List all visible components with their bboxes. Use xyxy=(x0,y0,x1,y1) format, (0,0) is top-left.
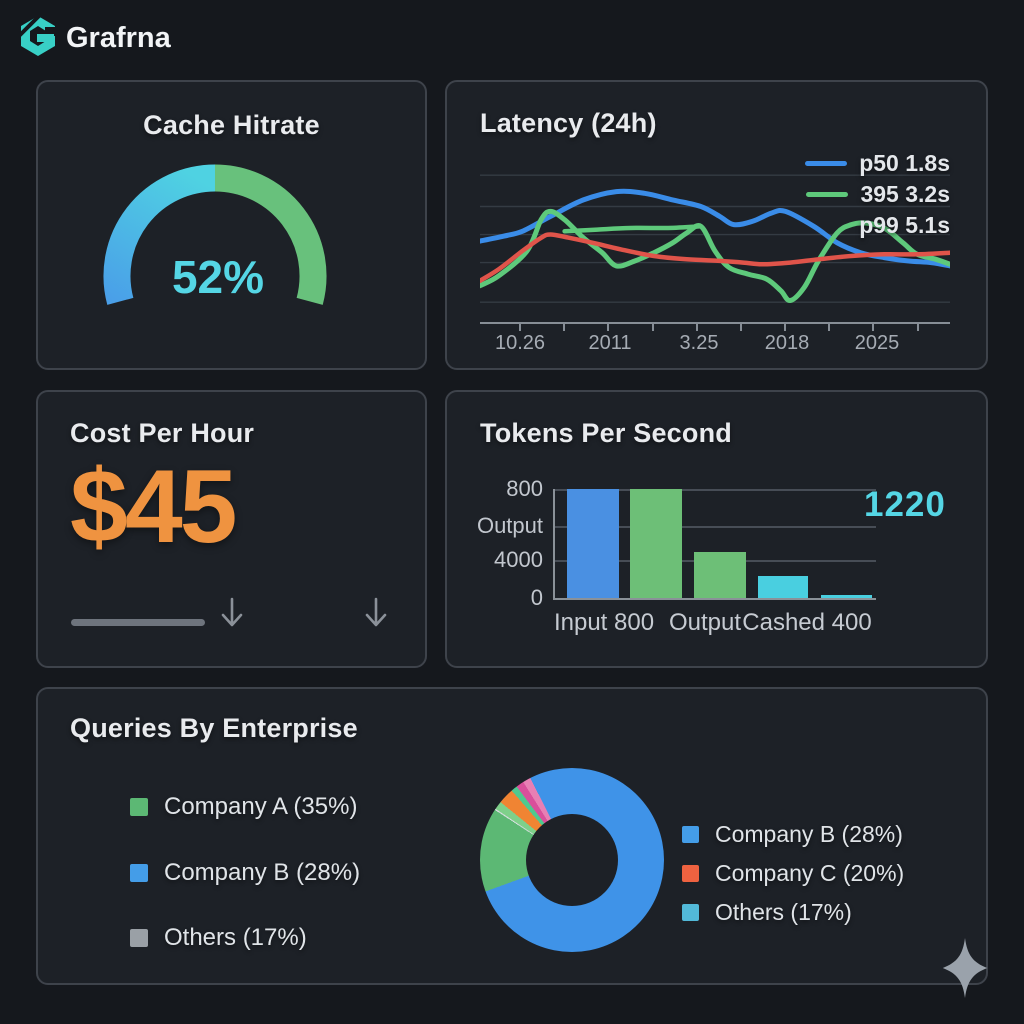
legend-item-p99[interactable]: p99 5.1s xyxy=(805,210,950,241)
legend-item-company-c[interactable]: Company C (20%) xyxy=(682,860,904,887)
axis-tick xyxy=(651,324,654,331)
legend-item-company-b-right[interactable]: Company B (28%) xyxy=(682,821,903,848)
sparkle-icon[interactable] xyxy=(941,938,989,998)
panel-queries-by-enterprise: Queries By Enterprise Company A (35%) Co… xyxy=(36,687,988,985)
tokens-y-tick-label: Output xyxy=(476,513,543,539)
cost-per-hour-title[interactable]: Cost Per Hour xyxy=(70,418,255,448)
tokens-bar-chart xyxy=(553,489,876,600)
legend-label: Others (17%) xyxy=(715,899,852,925)
company-a-swatch xyxy=(130,798,148,816)
series-p95-branch xyxy=(562,224,704,234)
donut-hole xyxy=(526,814,618,906)
arrow-down-icon xyxy=(221,597,243,627)
latency-x-tick-label: 2018 xyxy=(764,332,810,354)
legend-label: 395 3.2s xyxy=(860,181,950,207)
legend-label: Company A (35%) xyxy=(164,793,358,820)
company-b-swatch xyxy=(682,826,699,843)
legend-item-company-b[interactable]: Company B (28%) xyxy=(130,859,360,887)
cache-hitrate-gauge xyxy=(103,164,327,305)
legend-item-others-left[interactable]: Others (17%) xyxy=(130,924,307,952)
cost-trend-line xyxy=(71,619,205,626)
axis-tick xyxy=(739,324,742,331)
latency-title[interactable]: Latency (24h) xyxy=(480,108,657,138)
legend-label: Company B (28%) xyxy=(164,859,361,886)
bar xyxy=(566,489,619,598)
cache-hitrate-title[interactable]: Cache Hitrate xyxy=(143,110,320,140)
company-c-swatch xyxy=(682,865,699,882)
bar xyxy=(693,552,746,598)
latency-legend: p50 1.8s 395 3.2s p99 5.1s xyxy=(805,148,950,241)
latency-x-axis xyxy=(480,322,950,324)
latency-x-tick-label: 2011 xyxy=(588,332,632,354)
latency-line-chart xyxy=(477,157,953,322)
latency-x-tick-label: 10.26 xyxy=(494,332,546,354)
latency-x-tick-label: 3.25 xyxy=(679,332,719,354)
arrow-down-icon xyxy=(365,597,387,627)
tokens-y-tick-label: 800 xyxy=(506,476,543,501)
company-b-swatch xyxy=(130,864,148,882)
gridline xyxy=(555,526,876,529)
tokens-x-group-label: Cashed 400 xyxy=(742,609,872,636)
axis-tick xyxy=(695,324,698,331)
series-p99 xyxy=(477,232,953,284)
tokens-x-group-label: Output xyxy=(668,609,742,636)
tokens-y-tick-label: 4000 xyxy=(494,546,543,572)
others-swatch xyxy=(130,929,148,947)
panel-latency: Latency (24h) 10.26 2011 3.25 2018 2025 … xyxy=(445,80,988,370)
axis-tick xyxy=(872,324,875,331)
axis-tick xyxy=(916,324,919,331)
legend-item-others-right[interactable]: Others (17%) xyxy=(682,899,852,926)
tokens-per-second-title[interactable]: Tokens Per Second xyxy=(480,418,732,448)
bar xyxy=(821,594,873,598)
legend-item-company-a[interactable]: Company A (35%) xyxy=(130,793,357,821)
axis-tick xyxy=(519,324,521,331)
cost-per-hour-value: $45 xyxy=(70,449,238,565)
axis-tick xyxy=(607,324,610,331)
cache-hitrate-value: 52% xyxy=(171,251,265,303)
legend-label: p99 5.1s xyxy=(859,212,950,238)
p95-line-swatch xyxy=(806,192,849,197)
panel-cache-hitrate: Cache Hitrate 52% xyxy=(36,80,427,370)
axis-tick xyxy=(828,324,831,331)
legend-label: Company B (28%) xyxy=(715,821,903,847)
axis-tick xyxy=(563,324,566,331)
app-title: Grafrna xyxy=(66,22,171,54)
legend-label: Others (17%) xyxy=(164,924,307,951)
panel-cost-per-hour: Cost Per Hour $45 xyxy=(36,390,427,668)
gridline xyxy=(555,489,876,491)
queries-by-enterprise-title[interactable]: Queries By Enterprise xyxy=(70,713,358,743)
p50-line-swatch xyxy=(805,161,848,166)
bar xyxy=(630,489,683,598)
legend-item-p50[interactable]: p50 1.8s xyxy=(805,148,950,179)
legend-label: Company C (20%) xyxy=(715,860,905,886)
axis-tick xyxy=(784,324,787,331)
tokens-y-tick-label: 0 xyxy=(530,585,543,610)
tokens-big-value: 1220 xyxy=(864,485,946,524)
latency-x-tick-label: 2025 xyxy=(854,332,900,354)
tokens-x-group-label: Input 800 xyxy=(553,609,655,636)
legend-label: p50 1.8s xyxy=(859,150,950,176)
others-swatch xyxy=(682,904,699,921)
grafana-logo-icon[interactable] xyxy=(16,14,60,58)
bar xyxy=(757,576,808,598)
panel-tokens-per-second: Tokens Per Second 1220 Input 800 Output … xyxy=(445,390,988,668)
legend-item-p95[interactable]: 395 3.2s xyxy=(805,179,950,210)
